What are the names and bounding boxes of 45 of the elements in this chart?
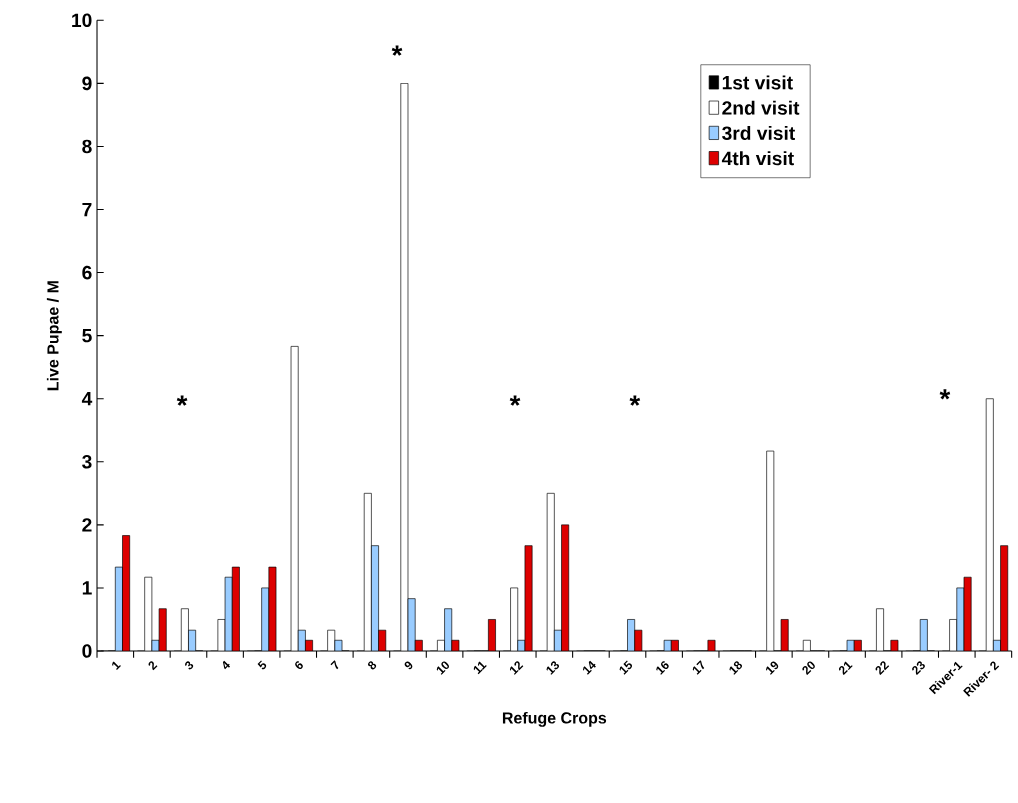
x-tick-label: 15 bbox=[619, 660, 633, 675]
legend-label: 4th visit bbox=[721, 151, 794, 166]
y-tick-label: 1 bbox=[82, 581, 92, 595]
x-tick-label: 3 bbox=[185, 661, 194, 670]
x-tick-label: 23 bbox=[912, 661, 925, 675]
x-tick-label: 21 bbox=[838, 661, 853, 675]
annotation: * bbox=[391, 45, 403, 56]
y-tick-label: 9 bbox=[82, 76, 92, 91]
y-tick-label: 6 bbox=[82, 265, 92, 280]
x-tick-label: 10 bbox=[436, 661, 450, 675]
x-tick-label: 12 bbox=[509, 661, 524, 675]
x-tick-label: 16 bbox=[656, 661, 669, 675]
x-tick-label: 7 bbox=[330, 660, 339, 670]
y-tick-label: 7 bbox=[82, 202, 92, 217]
legend-label: 1st visit bbox=[722, 75, 793, 90]
x-tick-label: 1 bbox=[112, 661, 121, 670]
x-tick-label: 4 bbox=[222, 660, 231, 670]
y-tick-label: 4 bbox=[81, 392, 93, 406]
x-tick-label: 2 bbox=[148, 661, 158, 671]
x-tick-label: 22 bbox=[875, 661, 890, 675]
y-tick-label: 2 bbox=[82, 518, 92, 532]
y-axis-title: Live Pupae / M bbox=[46, 281, 62, 391]
annotation: * bbox=[176, 395, 188, 406]
annotation: * bbox=[939, 389, 951, 400]
y-tick-label: 0 bbox=[82, 644, 92, 658]
y-tick-label: 3 bbox=[82, 454, 92, 469]
x-tick-label: 19 bbox=[766, 661, 779, 675]
x-tick-label: 5 bbox=[257, 660, 267, 670]
y-tick-label: 8 bbox=[82, 139, 92, 154]
x-tick-label: 13 bbox=[546, 661, 560, 675]
x-tick-label: 14 bbox=[583, 660, 596, 675]
legend-label: 2nd visit bbox=[722, 100, 800, 115]
annotation: * bbox=[509, 395, 521, 406]
x-tick-label: 8 bbox=[368, 661, 377, 670]
legend-label: 3rd visit bbox=[722, 125, 795, 141]
x-tick-label: 17 bbox=[692, 660, 705, 675]
x-tick-label: 20 bbox=[802, 661, 815, 675]
y-tick-label: 10 bbox=[72, 13, 92, 28]
x-tick-label: 18 bbox=[729, 661, 743, 675]
y-tick-label: 5 bbox=[82, 328, 92, 343]
x-tick-label: 6 bbox=[295, 661, 303, 670]
x-tick-label: 11 bbox=[473, 661, 487, 675]
x-axis-title: Refuge Crops bbox=[502, 711, 607, 727]
annotation: * bbox=[629, 395, 641, 406]
x-tick-label: 9 bbox=[404, 661, 413, 670]
